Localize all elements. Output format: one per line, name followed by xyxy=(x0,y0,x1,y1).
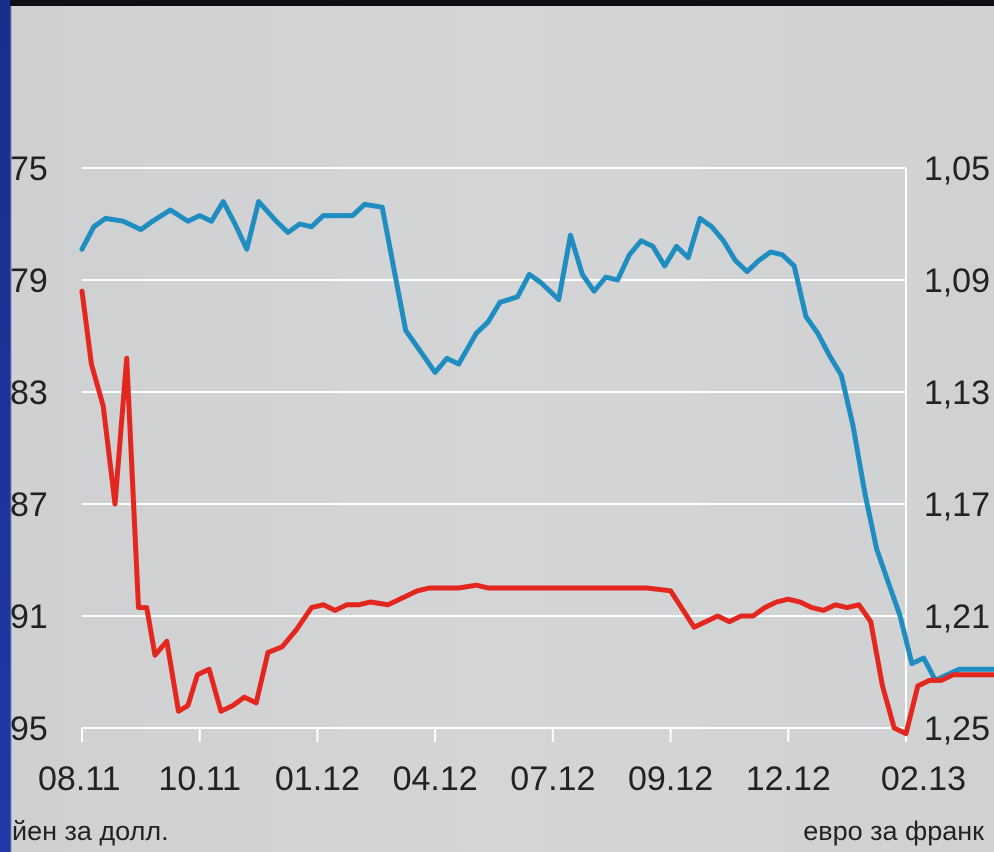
left-tick-label: 83 xyxy=(10,374,48,412)
right-tick-label: 1,17 xyxy=(924,486,990,524)
right-tick-label: 1,09 xyxy=(924,262,990,300)
left-tick-label: 79 xyxy=(10,262,48,300)
x-axis-ticks: 08.11 10.11 01.12 04.12 07.12 09.12 12.12 02.13 xyxy=(38,760,966,798)
x-tick-label: 07.12 xyxy=(510,760,595,798)
right-tick-label: 1,25 xyxy=(924,710,990,748)
x-tick-label: 09.12 xyxy=(628,760,713,798)
left-tick-label: 75 xyxy=(10,150,48,188)
series-line-right-axis xyxy=(79,199,994,683)
left-axis-label: йен за долл. xyxy=(12,816,169,846)
right-axis-ticks: 1,05 1,09 1,13 1,17 1,21 1,25 xyxy=(924,150,990,748)
left-axis-ticks: 75 79 83 87 91 95 xyxy=(10,150,48,748)
series-line-left-axis xyxy=(79,288,994,737)
x-tick-label: 04.12 xyxy=(393,760,478,798)
x-tick-label: 02.13 xyxy=(881,760,966,798)
top-border xyxy=(0,0,994,6)
x-tick-label: 01.12 xyxy=(275,760,360,798)
x-tick-label: 08.11 xyxy=(38,760,121,798)
left-tick-label: 95 xyxy=(10,710,48,748)
right-axis-label: евро за франк xyxy=(803,816,984,846)
series-lines xyxy=(79,199,994,737)
right-tick-label: 1,05 xyxy=(924,150,990,188)
x-tick-label: 10.11 xyxy=(158,760,241,798)
right-tick-label: 1,21 xyxy=(924,598,990,636)
right-tick-label: 1,13 xyxy=(924,374,990,412)
left-tick-label: 91 xyxy=(10,598,48,636)
x-tick-label: 12.12 xyxy=(746,760,831,798)
left-border xyxy=(0,0,10,852)
left-tick-label: 87 xyxy=(10,486,48,524)
